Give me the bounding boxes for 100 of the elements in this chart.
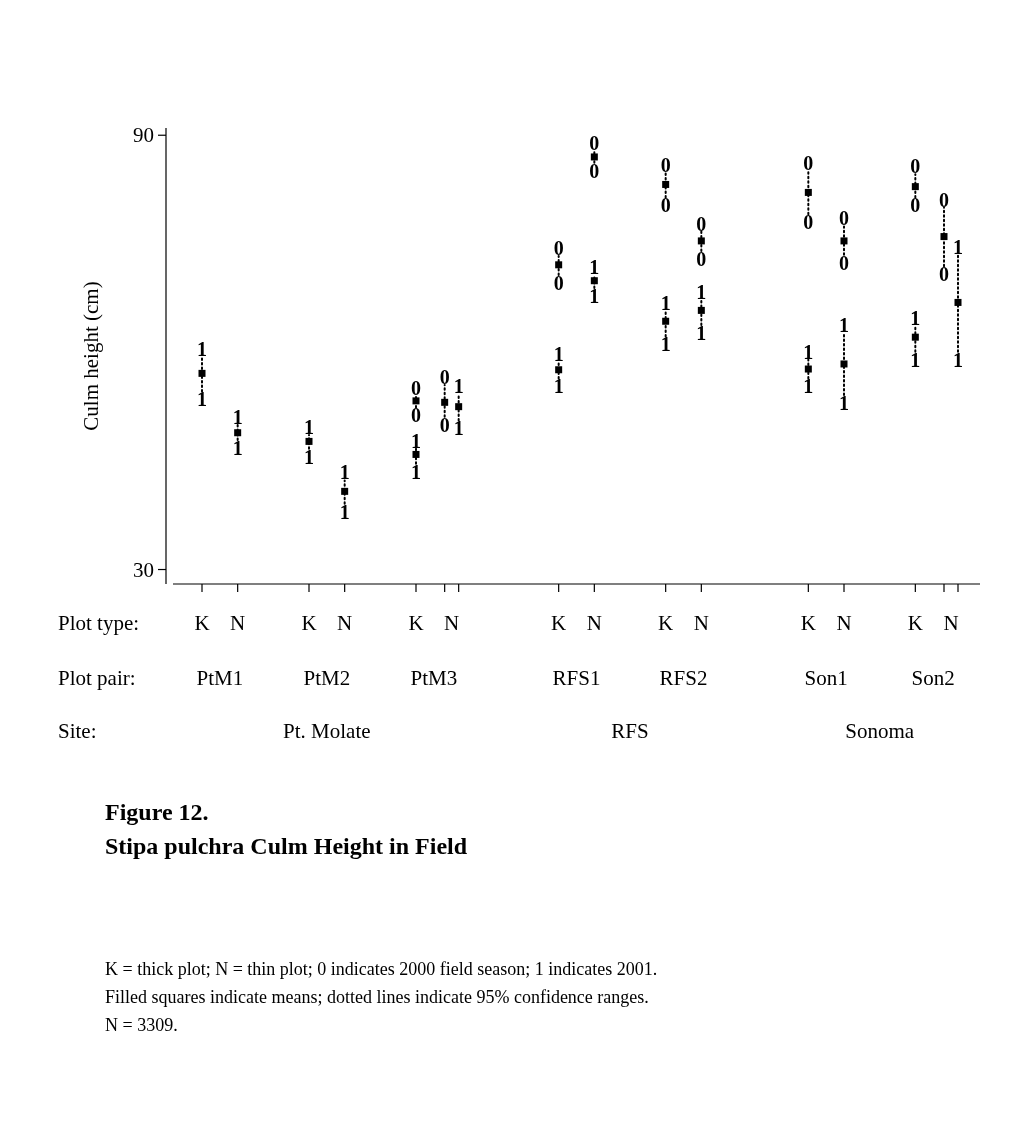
- text: 1: [453, 417, 464, 440]
- text: 0: [439, 365, 450, 388]
- series-label: 1: [411, 429, 421, 452]
- text: PtM2: [303, 666, 351, 690]
- x-tick-label: K: [658, 611, 674, 635]
- point: [412, 397, 420, 405]
- point: [555, 261, 563, 269]
- text: Stipa pulchra Culm Height in Field: [105, 833, 468, 859]
- text: 1: [304, 415, 314, 438]
- point: [234, 429, 242, 437]
- text: 0: [411, 404, 421, 427]
- text: PtM3: [410, 666, 458, 690]
- text: 1: [803, 340, 814, 363]
- text: 1: [953, 235, 963, 258]
- y-tick-label: 30: [133, 557, 154, 582]
- text: 0: [660, 194, 671, 217]
- point: [840, 237, 848, 245]
- y-axis-title: Culm height (cm): [79, 281, 103, 431]
- text: 0: [839, 207, 849, 230]
- point: [305, 437, 313, 445]
- text: 1: [411, 460, 421, 483]
- text: 1: [197, 388, 207, 411]
- text: RFS2: [659, 666, 708, 690]
- text: 0: [839, 251, 849, 274]
- text: 0: [553, 271, 564, 294]
- text: 0: [939, 263, 949, 286]
- x-tick-label: N: [943, 611, 959, 635]
- x-tick-label: N: [836, 611, 852, 635]
- text: 1: [660, 333, 671, 356]
- text: 1: [304, 445, 314, 468]
- text: 0: [589, 132, 600, 155]
- text: Filled squares indicate means; dotted lines indicate 95% confidence ranges.: [105, 987, 649, 1007]
- text: 0: [939, 188, 949, 211]
- text: Plot pair:: [58, 666, 136, 690]
- text: RFS1: [552, 666, 601, 690]
- point: [198, 369, 206, 377]
- x-tick-label: K: [408, 611, 424, 635]
- point: [697, 306, 705, 314]
- point: [662, 317, 670, 325]
- point: [911, 333, 919, 341]
- text: 1: [553, 375, 564, 398]
- x-tick-label: N: [693, 611, 709, 635]
- point: [804, 365, 812, 373]
- text: 0: [660, 153, 671, 176]
- text: 1: [803, 375, 814, 398]
- point: [911, 183, 919, 191]
- text: 1: [453, 374, 464, 397]
- text: Son2: [911, 666, 955, 690]
- text: 1: [589, 255, 600, 278]
- text: 0: [910, 194, 921, 217]
- text: 1: [910, 348, 921, 371]
- x-tick-label: K: [800, 611, 816, 635]
- text: 1: [232, 436, 243, 459]
- text: 0: [439, 413, 450, 436]
- text: 1: [589, 284, 600, 307]
- text: 1: [339, 500, 350, 523]
- point: [555, 366, 563, 374]
- x-tick-label: N: [586, 611, 602, 635]
- x-tick-label: K: [194, 611, 210, 635]
- text: 0: [803, 151, 814, 174]
- text: Site:: [58, 719, 97, 743]
- point: [412, 450, 420, 458]
- text: 1: [696, 321, 707, 344]
- text: 1: [953, 348, 963, 371]
- text: PtM1: [196, 666, 244, 690]
- text: 0: [553, 237, 564, 260]
- series-label: 0: [411, 376, 421, 399]
- text: K = thick plot; N = thin plot; 0 indicates 2000 field season; 1 indicates 2001.: [105, 959, 658, 979]
- point: [804, 188, 812, 196]
- text: 1: [660, 292, 671, 315]
- text: 1: [839, 392, 849, 415]
- text: RFS: [611, 719, 649, 743]
- x-tick-label: N: [230, 611, 246, 635]
- text: 1: [910, 307, 921, 330]
- text: 1: [339, 461, 350, 484]
- x-tick-label: N: [444, 611, 460, 635]
- x-tick-label: N: [337, 611, 353, 635]
- text: 1: [696, 280, 707, 303]
- point: [840, 360, 848, 368]
- text: N = 3309.: [105, 1015, 178, 1035]
- point: [341, 487, 349, 495]
- text: Sonoma: [845, 719, 915, 743]
- x-tick-label: K: [907, 611, 923, 635]
- text: Son1: [804, 666, 848, 690]
- text: 0: [696, 212, 707, 235]
- text: 0: [696, 248, 707, 271]
- text: 1: [553, 342, 564, 365]
- text: Plot type:: [58, 611, 140, 635]
- point: [697, 237, 705, 245]
- text: 0: [589, 159, 600, 182]
- text: Pt. Molate: [283, 719, 371, 743]
- text: 1: [232, 405, 243, 428]
- point: [662, 180, 670, 188]
- text: 1: [197, 338, 207, 361]
- x-tick-label: K: [551, 611, 567, 635]
- text: 0: [803, 211, 814, 234]
- text: Figure 12.: [105, 799, 209, 825]
- x-tick-label: K: [301, 611, 317, 635]
- point: [590, 277, 598, 285]
- text: 1: [839, 313, 849, 336]
